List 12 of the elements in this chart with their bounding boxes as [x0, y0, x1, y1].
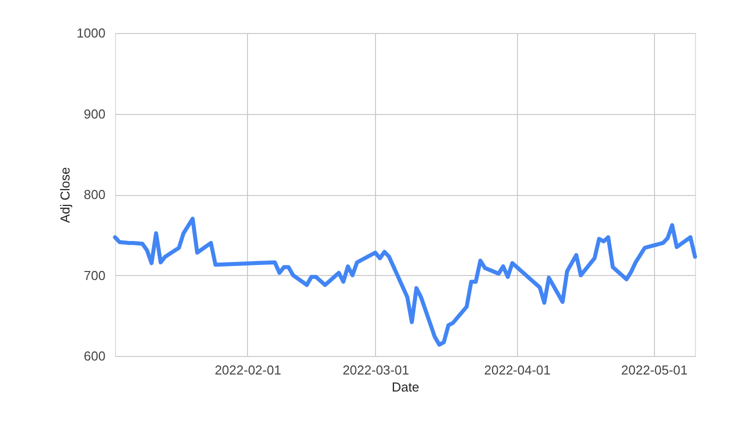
x-tick-label: 2022-04-01: [484, 362, 551, 378]
y-tick-label: 700: [84, 268, 106, 283]
x-axis-title: Date: [392, 380, 420, 394]
x-tick-label: 2022-05-01: [621, 362, 688, 378]
y-tick-label: 800: [84, 187, 106, 202]
y-tick-label: 600: [84, 348, 106, 364]
y-axis-title: Adj Close: [58, 167, 73, 223]
y-tick-label: 1000: [76, 26, 106, 40]
x-tick-label: 2022-03-01: [342, 362, 410, 378]
x-tick-label: 2022-02-01: [214, 362, 282, 378]
y-tick-label: 900: [84, 106, 106, 122]
line-series: [113, 216, 697, 347]
